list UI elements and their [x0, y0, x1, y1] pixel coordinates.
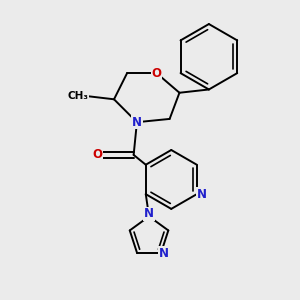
Text: N: N	[132, 116, 142, 129]
Text: O: O	[93, 148, 103, 161]
Text: N: N	[159, 247, 169, 260]
Text: CH₃: CH₃	[68, 91, 88, 101]
Text: N: N	[197, 188, 207, 201]
Text: O: O	[152, 67, 161, 80]
Text: N: N	[144, 207, 154, 220]
